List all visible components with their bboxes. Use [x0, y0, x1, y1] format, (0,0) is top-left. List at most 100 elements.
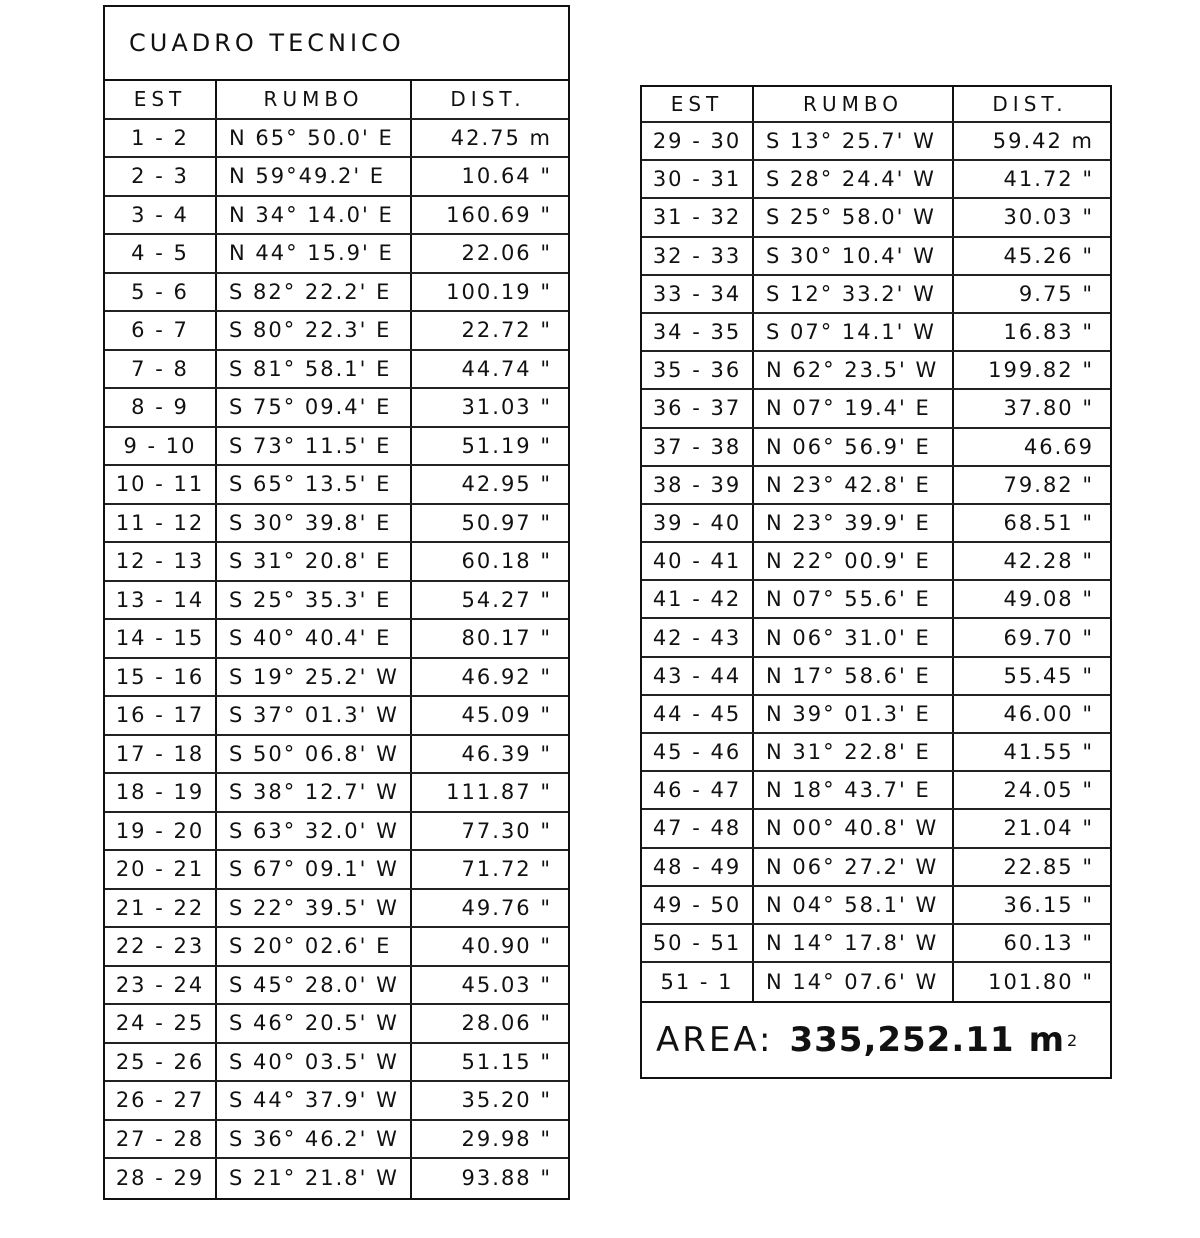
cell-dist: 100.19 "	[446, 279, 552, 304]
table-row: 11 - 12 S 30° 39.8' E 50.97 "	[105, 504, 568, 543]
table-row: 18 - 19 S 38° 12.7' W 111.87 "	[105, 774, 568, 813]
cell-est: 15 - 16	[105, 658, 217, 695]
cell-est: 49 - 50	[642, 886, 754, 923]
cell-rumbo: S 13° 25.7' W	[754, 123, 954, 160]
cell-rumbo: S 40° 40.4' E	[217, 620, 412, 657]
table-row: 33 - 34 S 12° 33.2' W 9.75 "	[642, 275, 1110, 314]
cell-rumbo: N 31° 22.8' E	[754, 734, 954, 771]
table-row: 30 - 31 S 28° 24.4' W 41.72 "	[642, 161, 1110, 200]
table-row: 23 - 24 S 45° 28.0' W 45.03 "	[105, 966, 568, 1005]
cell-est: 22 - 23	[105, 928, 217, 965]
cell-est: 51 - 1	[642, 963, 754, 1002]
cell-dist: 24.05 "	[1003, 778, 1094, 803]
header-rumbo: RUMBO	[217, 81, 412, 118]
table-row: 36 - 37 N 07° 19.4' E 37.80 "	[642, 390, 1110, 429]
cell-dist: 111.87 "	[446, 780, 552, 805]
cell-dist: 36.15 "	[1003, 892, 1094, 917]
cell-rumbo: S 25° 58.0' W	[754, 199, 954, 236]
cell-rumbo: N 34° 14.0' E	[217, 196, 412, 233]
table-row: 44 - 45 N 39° 01.3' E 46.00 "	[642, 695, 1110, 734]
cell-dist: 46.00 "	[1003, 701, 1094, 726]
table-row: 16 - 17 S 37° 01.3' W 45.09 "	[105, 697, 568, 736]
cell-dist: 49.76 "	[461, 895, 552, 920]
cell-rumbo: N 17° 58.6' E	[754, 657, 954, 694]
cell-est: 19 - 20	[105, 812, 217, 849]
cell-est: 14 - 15	[105, 620, 217, 657]
table-row: 38 - 39 N 23° 42.8' E 79.82 "	[642, 466, 1110, 505]
area-value: 335,252.11	[789, 1020, 1015, 1061]
cell-dist: 44.74 "	[461, 356, 552, 381]
table-row: 22 - 23 S 20° 02.6' E 40.90 "	[105, 928, 568, 967]
table-row: 20 - 21 S 67° 09.1' W 71.72 "	[105, 851, 568, 890]
cell-rumbo: S 21° 21.8' W	[217, 1159, 412, 1198]
cell-est: 27 - 28	[105, 1120, 217, 1157]
cell-rumbo: S 37° 01.3' W	[217, 697, 412, 734]
cell-dist: 93.88 "	[461, 1166, 552, 1191]
table-row: 43 - 44 N 17° 58.6' E 55.45 "	[642, 657, 1110, 696]
cell-est: 40 - 41	[642, 543, 754, 580]
header-dist: DIST.	[450, 87, 526, 112]
cell-rumbo: N 65° 50.0' E	[217, 119, 412, 156]
cell-rumbo: N 23° 39.9' E	[754, 504, 954, 542]
cell-est: 17 - 18	[105, 735, 217, 772]
table-body: 29 - 30 S 13° 25.7' W 59.42 m 30 - 31 S 28° …	[642, 123, 1110, 1002]
cell-est: 11 - 12	[105, 504, 217, 541]
cell-dist: 29.98 "	[461, 1126, 552, 1151]
cell-rumbo: N 06° 31.0' E	[754, 619, 954, 656]
cell-dist: 49.08 "	[1003, 587, 1094, 612]
cell-rumbo: S 75° 09.4' E	[217, 389, 412, 426]
table-row: 49 - 50 N 04° 58.1' W 36.15 "	[642, 886, 1110, 925]
area-label: AREA:	[656, 1020, 774, 1061]
cell-est: 34 - 35	[642, 313, 754, 351]
cell-rumbo: N 14° 17.8' W	[754, 924, 954, 962]
cell-rumbo: S 80° 22.3' E	[217, 312, 412, 349]
cell-dist: 21.04 "	[1003, 816, 1094, 841]
cell-dist: 42.95 "	[461, 472, 552, 497]
table-row: 19 - 20 S 63° 32.0' W 77.30 "	[105, 812, 568, 851]
cell-rumbo: S 36° 46.2' W	[217, 1120, 412, 1157]
cell-dist: 37.80 "	[1003, 396, 1094, 421]
cell-dist: 46.92 "	[461, 664, 552, 689]
cell-rumbo: S 50° 06.8' W	[217, 735, 412, 772]
header-est: EST	[105, 81, 217, 118]
table-row: 12 - 13 S 31° 20.8' E 60.18 "	[105, 543, 568, 582]
cell-rumbo: N 22° 00.9' E	[754, 543, 954, 580]
cell-dist: 22.06 "	[461, 241, 552, 266]
table-row: 15 - 16 S 19° 25.2' W 46.92 "	[105, 658, 568, 697]
cell-dist: 41.55 "	[1003, 740, 1094, 765]
cell-dist: 51.15 "	[461, 1049, 552, 1074]
cell-rumbo: N 39° 01.3' E	[754, 695, 954, 732]
cell-est: 9 - 10	[105, 427, 217, 464]
cell-rumbo: N 07° 19.4' E	[754, 390, 954, 427]
header-row: EST RUMBO DIST.	[642, 87, 1110, 123]
table-row: 24 - 25 S 46° 20.5' W 28.06 "	[105, 1005, 568, 1044]
cell-rumbo: S 63° 32.0' W	[217, 812, 412, 849]
cell-rumbo: S 65° 13.5' E	[217, 466, 412, 503]
cell-dist: 160.69 "	[446, 202, 552, 227]
cell-est: 4 - 5	[105, 235, 217, 272]
cell-rumbo: N 06° 56.9' E	[754, 428, 954, 465]
area-unit: m	[1028, 1020, 1068, 1061]
cell-est: 42 - 43	[642, 619, 754, 656]
table-row: 50 - 51 N 14° 17.8' W 60.13 "	[642, 924, 1110, 964]
cell-est: 10 - 11	[105, 466, 217, 503]
cell-dist: 71.72 "	[461, 857, 552, 882]
cell-dist: 80.17 "	[461, 626, 552, 651]
cell-rumbo: N 23° 42.8' E	[754, 466, 954, 503]
cell-dist: 22.85 "	[1003, 854, 1094, 879]
cell-est: 44 - 45	[642, 695, 754, 732]
cell-rumbo: S 73° 11.5' E	[217, 427, 412, 464]
table-row: 14 - 15 S 40° 40.4' E 80.17 "	[105, 620, 568, 659]
table-row: 9 - 10 S 73° 11.5' E 51.19 "	[105, 427, 568, 466]
table-row: 40 - 41 N 22° 00.9' E 42.28 "	[642, 543, 1110, 582]
cell-dist: 55.45 "	[1003, 663, 1094, 688]
cell-rumbo: S 30° 39.8' E	[217, 504, 412, 541]
header-dist: DIST.	[992, 92, 1068, 116]
cell-rumbo: S 28° 24.4' W	[754, 161, 954, 198]
